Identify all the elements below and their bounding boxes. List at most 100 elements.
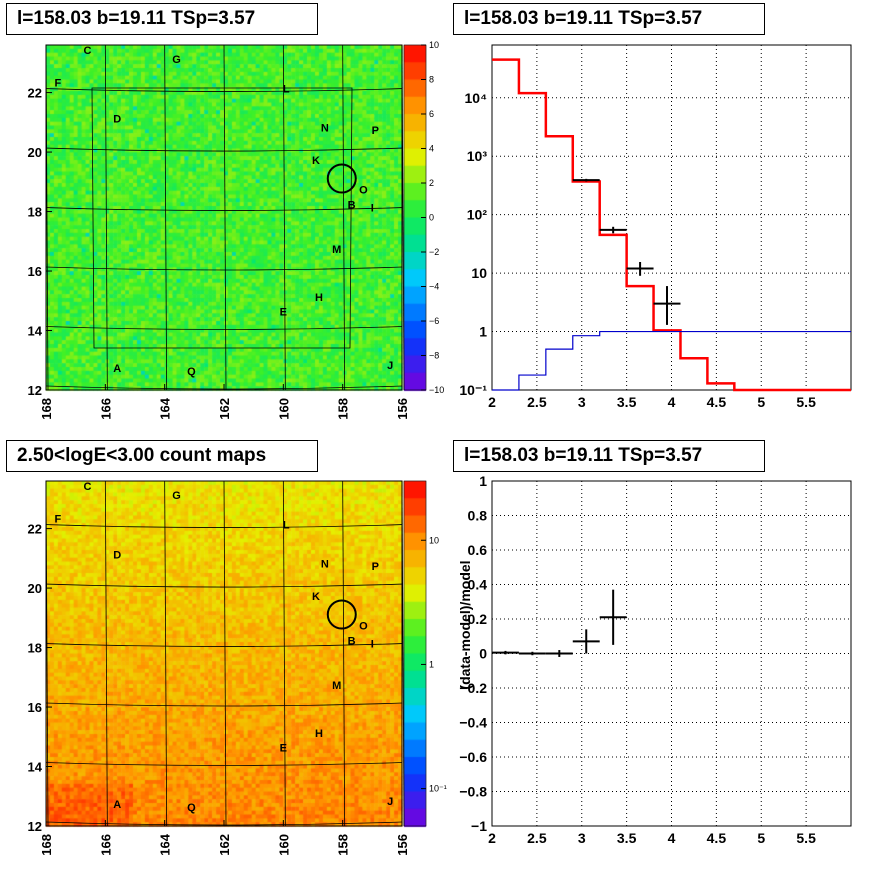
y-tick-label: 1	[479, 473, 487, 489]
source-label: D	[113, 113, 121, 125]
x-tick-label: 156	[395, 834, 410, 856]
colorbar-tick-label: 10	[429, 40, 439, 50]
x-tick-label: 5.5	[796, 830, 816, 846]
colorbar-tick-label: 6	[429, 109, 434, 119]
heatmap-bottom-left: 168 166 164 162 160 158 156 12 14 16 18 20 22 10 1 10⁻¹…	[28, 480, 447, 856]
x-tick-label: 3	[578, 830, 586, 846]
y-tick-label: 10⁻¹	[459, 382, 487, 398]
model-total-histogram	[492, 58, 851, 392]
x-tick-label: 168	[39, 398, 54, 420]
y-tick-label: −0.6	[459, 749, 487, 765]
y-tick-label: 10³	[467, 148, 488, 164]
source-label: O	[359, 621, 368, 633]
source-label: K	[312, 155, 320, 167]
graticule-meridian	[223, 480, 227, 827]
target-circle	[326, 163, 357, 194]
colorbar-tick-label: 4	[429, 144, 434, 154]
x-tick-label: 3	[578, 394, 586, 410]
x-tick-label: 5	[757, 830, 765, 846]
x-tick-label: 5	[757, 394, 765, 410]
y-tick-label: −0.4	[459, 715, 487, 731]
x-tick-label: 2.5	[527, 830, 547, 846]
y-tick-label: 1	[479, 324, 487, 340]
source-label: I	[371, 203, 374, 215]
source-label: F	[54, 514, 61, 526]
graticule-meridian	[164, 44, 168, 391]
colorbar-tick-label: 2	[429, 178, 434, 188]
model-source-histogram	[492, 330, 851, 391]
graticule-meridian	[104, 480, 108, 827]
x-tick-label: 3.5	[617, 394, 637, 410]
y-tick-label: 0	[479, 646, 487, 662]
spectrum-panel-title: l=158.03 b=19.11 TSp=3.57	[453, 3, 765, 35]
x-tick-label: 4.5	[707, 394, 727, 410]
graticule-meridian	[164, 480, 168, 827]
source-label: B	[348, 636, 356, 648]
y-tick-label: 10⁴	[465, 90, 488, 106]
roi-outline	[91, 87, 353, 349]
source-label: C	[84, 481, 92, 493]
colorbar-tick-label: −8	[429, 351, 439, 361]
source-label: G	[172, 54, 181, 66]
graticule-meridian	[342, 480, 346, 827]
source-label: K	[312, 591, 320, 603]
graticule-meridian	[401, 480, 405, 827]
x-tick-label: 168	[39, 834, 54, 856]
source-label: M	[332, 244, 341, 256]
source-label: J	[387, 360, 393, 372]
colorbar-tick-label: 0	[429, 213, 434, 223]
source-label: M	[332, 680, 341, 692]
graticule-meridian	[342, 44, 346, 391]
graticule-parallel	[45, 702, 403, 707]
source-label: P	[372, 125, 379, 137]
source-label: Q	[187, 802, 196, 814]
x-tick-label: 4.5	[707, 830, 727, 846]
source-label: I	[371, 639, 374, 651]
x-tick-label: 160	[276, 398, 291, 420]
colorbar	[403, 480, 427, 827]
graticule-parallel	[45, 326, 403, 330]
source-label: O	[359, 185, 368, 197]
target-circle	[326, 599, 357, 630]
count-map-panel-title: 2.50<logE<3.00 count maps	[6, 440, 318, 472]
x-tick-label: 3.5	[617, 830, 637, 846]
x-tick-label: 166	[98, 398, 113, 420]
y-tick-label: 10	[471, 265, 487, 281]
graticule-parallel	[45, 583, 403, 588]
x-tick-label: 156	[395, 398, 410, 420]
colorbar-tick-label: 1	[429, 659, 434, 669]
colorbar-tick-label: −6	[429, 316, 439, 326]
residual-plot: 2 2.5 3 3.5 4 4.5 5 5.5 −1 −0.8 −0.6 −0.4 −0.2 0 0.2 0.…	[457, 473, 852, 846]
y-tick-label: 16	[28, 700, 42, 715]
y-tick-label: 20	[28, 145, 42, 160]
graticule-parallel	[45, 147, 403, 152]
colorbar-tick-label: −10	[429, 385, 444, 395]
graticule-meridian	[104, 44, 108, 391]
graticule-meridian	[45, 44, 49, 391]
y-tick-label: −0.8	[459, 784, 487, 800]
heatmap-top-left: 168 166 164 162 160 158 1561214161820221086420…	[28, 40, 445, 420]
y-tick-label: 14	[28, 760, 43, 775]
spectrum-frame	[491, 44, 852, 391]
x-tick-label: 158	[336, 834, 351, 856]
x-tick-label: 2	[488, 830, 496, 846]
y-tick-label: 18	[28, 641, 42, 656]
graticule-parallel	[45, 762, 403, 766]
source-label: N	[321, 122, 329, 134]
source-label: P	[372, 561, 379, 573]
x-tick-label: 166	[98, 834, 113, 856]
y-axis-label: (data-model)/model	[457, 560, 473, 689]
y-tick-label: 12	[28, 383, 42, 398]
y-tick-label: 16	[28, 264, 42, 279]
y-tick-label: 10²	[467, 207, 488, 223]
x-tick-label: 2.5	[527, 394, 547, 410]
y-tick-label: 22	[28, 86, 42, 101]
source-label: H	[315, 292, 323, 304]
x-tick-label: 4	[668, 830, 676, 846]
source-label: E	[280, 743, 287, 755]
graticule-parallel	[45, 524, 403, 528]
y-tick-label: 12	[28, 819, 42, 834]
source-label: A	[113, 363, 121, 375]
